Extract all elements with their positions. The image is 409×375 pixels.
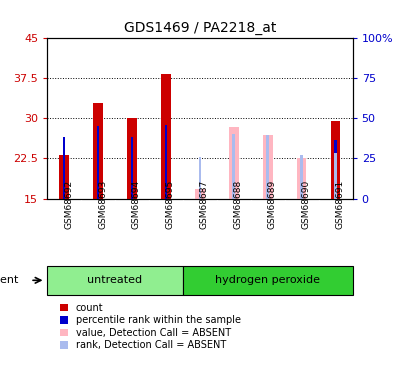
Bar — [333, 140, 336, 199]
Bar — [182, 266, 352, 295]
Text: hydrogen peroxide: hydrogen peroxide — [215, 275, 319, 285]
Text: GSM68688: GSM68688 — [233, 179, 242, 229]
Bar — [47, 266, 182, 295]
Bar — [63, 137, 65, 199]
Text: GSM68692: GSM68692 — [64, 180, 73, 228]
Text: GSM68695: GSM68695 — [166, 179, 175, 229]
Text: GSM68689: GSM68689 — [267, 179, 276, 229]
Bar — [333, 153, 336, 199]
Text: GSM68694: GSM68694 — [132, 180, 141, 228]
Text: GSM68693: GSM68693 — [98, 179, 107, 229]
Bar — [198, 157, 201, 199]
Bar — [232, 134, 235, 199]
Bar — [262, 135, 272, 199]
Text: agent: agent — [0, 275, 18, 285]
Bar — [59, 154, 69, 199]
Bar — [300, 154, 302, 199]
Text: GSM68691: GSM68691 — [335, 179, 344, 229]
Bar — [195, 189, 204, 199]
Bar — [266, 135, 268, 199]
Text: GSM68690: GSM68690 — [301, 179, 310, 229]
Bar — [161, 74, 170, 199]
Bar — [330, 121, 339, 199]
Text: untreated: untreated — [87, 275, 142, 285]
Bar — [296, 158, 306, 199]
Bar — [97, 126, 99, 199]
Text: GSM68687: GSM68687 — [200, 179, 208, 229]
Bar — [164, 124, 167, 199]
Bar — [130, 137, 133, 199]
Legend: count, percentile rank within the sample, value, Detection Call = ABSENT, rank, : count, percentile rank within the sample… — [60, 303, 240, 350]
Bar — [127, 118, 137, 199]
Bar — [229, 127, 238, 199]
Title: GDS1469 / PA2218_at: GDS1469 / PA2218_at — [124, 21, 275, 35]
Bar — [93, 103, 103, 199]
